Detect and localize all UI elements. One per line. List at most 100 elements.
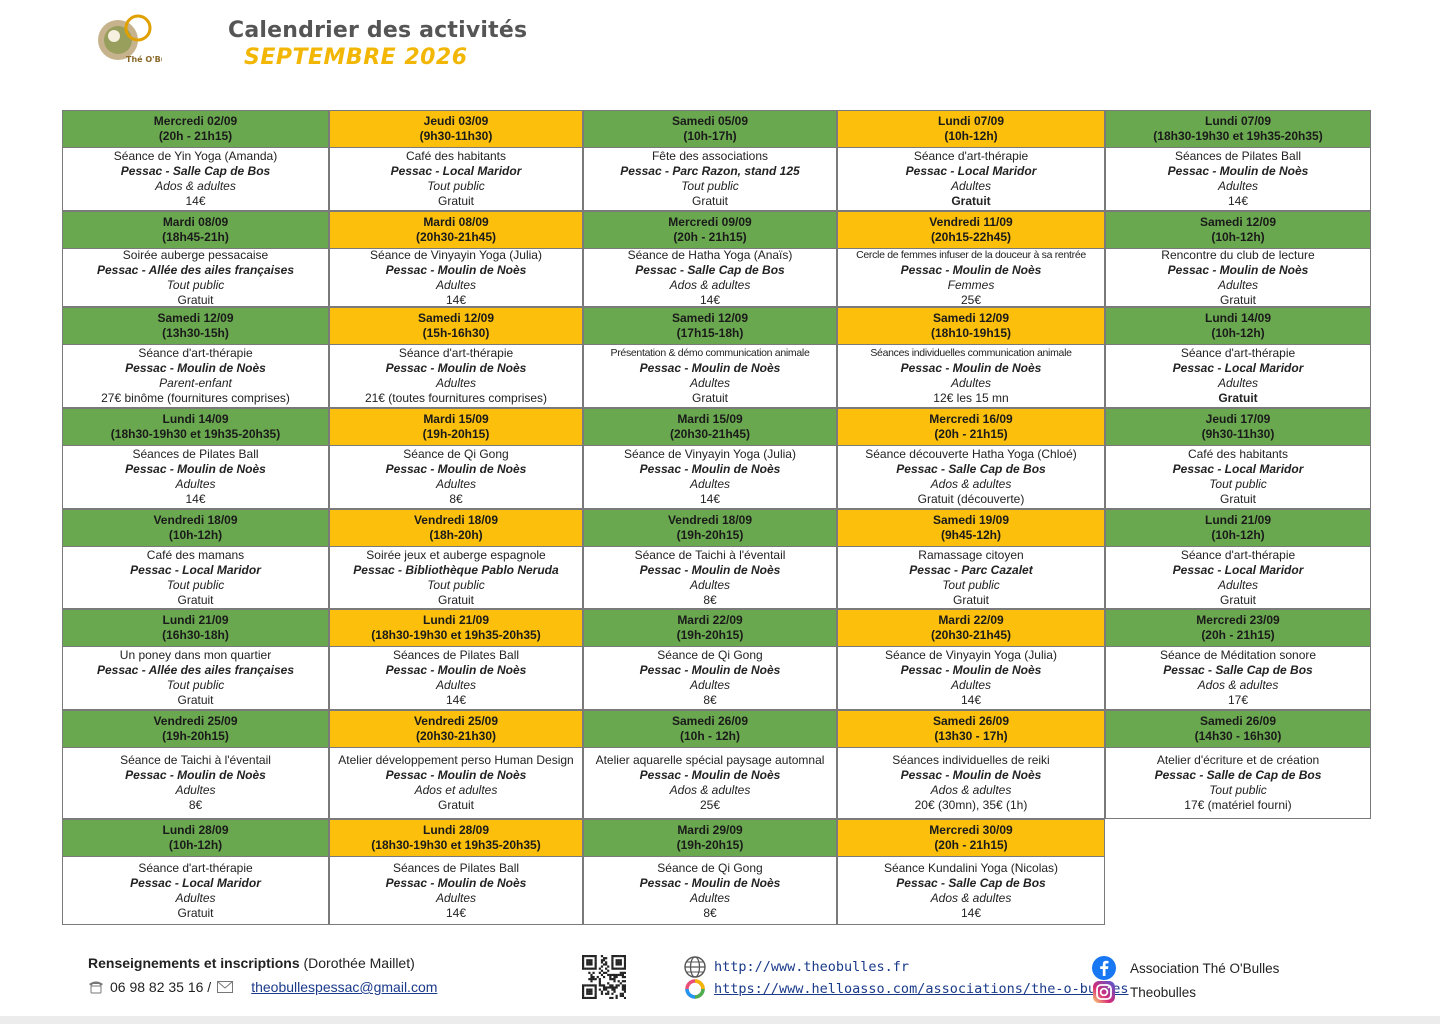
event-day: Lundi 21/09 bbox=[1204, 513, 1272, 527]
event-header: Mardi 08/09 (18h45-21h) bbox=[62, 211, 329, 249]
event-audience: Tout public bbox=[1209, 477, 1267, 491]
event-header: Lundi 14/09 (10h-12h) bbox=[1105, 307, 1371, 345]
event-audience: Adultes bbox=[435, 890, 477, 905]
event-price: 25€ bbox=[699, 798, 721, 812]
event-title: Séance d'art-thérapie bbox=[398, 346, 514, 360]
event-location: Pessac - Local Maridor bbox=[130, 875, 261, 890]
event-audience: Adultes bbox=[1217, 277, 1259, 292]
event-header: Mardi 15/09 (19h-20h15) bbox=[329, 408, 583, 446]
event-audience: Adultes bbox=[175, 783, 216, 797]
event-time: (10h-12h) bbox=[1211, 528, 1265, 542]
event-price: Gratuit bbox=[691, 391, 728, 405]
event-audience: Tout public bbox=[166, 577, 225, 592]
event-time: (13h30-15h) bbox=[162, 326, 229, 340]
event-time: (9h30-11h30) bbox=[1201, 427, 1275, 441]
event-title: Séance Kundalini Yoga (Nicolas) bbox=[883, 860, 1059, 875]
event-location: Pessac - Moulin de Noès bbox=[385, 462, 527, 476]
event-location: Pessac - Moulin de Noès bbox=[900, 768, 1042, 782]
event-title: Séance de Vinyayin Yoga (Julia) bbox=[370, 248, 542, 262]
event-audience: Adultes bbox=[435, 477, 477, 491]
website-link[interactable]: http://www.theobulles.fr bbox=[714, 959, 910, 975]
helloasso-link[interactable]: https://www.helloasso.com/associations/t… bbox=[714, 981, 1129, 997]
event-header: Lundi 21/09 (10h-12h) bbox=[1105, 509, 1371, 547]
page-title: Calendrier des activités bbox=[228, 18, 528, 43]
instagram-name[interactable]: Theobulles bbox=[1130, 984, 1197, 1000]
event-audience: Adultes bbox=[435, 678, 477, 692]
event-time: (9h45-12h) bbox=[940, 528, 1002, 542]
event-details: Café des habitants Pessac - Local Maridor… bbox=[329, 147, 583, 211]
event-audience: Tout public bbox=[166, 678, 225, 692]
event-title: Séances de Pilates Ball bbox=[392, 648, 520, 662]
event-header: Mardi 22/09 (19h-20h15) bbox=[583, 609, 837, 647]
event-price: 27€ binôme (fournitures comprises) bbox=[101, 391, 290, 405]
event-location: Pessac - Allée des ailes françaises bbox=[96, 262, 294, 277]
event-location: Pessac - Moulin de Noès bbox=[900, 262, 1042, 277]
logo: Thé O'Bulles bbox=[96, 10, 182, 72]
event-audience: Tout public bbox=[942, 577, 1000, 592]
event-price: 17€ (matériel fourni) bbox=[1184, 798, 1292, 812]
event-price: Gratuit bbox=[1219, 592, 1256, 607]
event-day: Vendredi 18/09 bbox=[413, 513, 499, 527]
event-location: Pessac - Local Maridor bbox=[1172, 562, 1304, 577]
event-location: Pessac - Local Maridor bbox=[390, 164, 522, 178]
event-title: Un poney dans mon quartier bbox=[119, 648, 272, 662]
event-title: Séance de Taichi à l'éventail bbox=[634, 547, 786, 562]
event-time: (10h-12h) bbox=[168, 838, 223, 852]
event-price: 14€ bbox=[960, 693, 982, 707]
event-day: Vendredi 11/09 bbox=[929, 215, 1013, 229]
event-price: 14€ bbox=[699, 292, 721, 307]
event-price: 14€ bbox=[445, 905, 467, 920]
event-details: Café des mamans Pessac - Local Maridor Tou… bbox=[62, 546, 329, 609]
event-time: (19h-20h15) bbox=[676, 628, 744, 642]
event-audience: Adultes bbox=[689, 678, 731, 692]
event-location: Pessac - Local Maridor bbox=[1172, 462, 1304, 476]
event-details: Séances individuelles de reiki Pessac - M… bbox=[837, 747, 1105, 819]
event-location: Pessac - Allée des ailes françaises bbox=[96, 663, 294, 677]
event-audience: Adultes bbox=[950, 376, 992, 390]
event-time: (19h-20h15) bbox=[676, 528, 744, 542]
event-details: Séances de Pilates Ball Pessac - Moulin d… bbox=[1105, 147, 1371, 211]
event-location: Pessac - Salle Cap de Bos bbox=[635, 262, 785, 277]
event-location: Pessac - Moulin de Noès bbox=[1167, 164, 1309, 178]
event-price: Gratuit bbox=[691, 194, 728, 208]
event-day: Samedi 12/09 bbox=[1199, 215, 1277, 229]
event-title: Séance d'art-thérapie bbox=[913, 149, 1029, 163]
facebook-name[interactable]: Association Thé O'Bulles bbox=[1130, 960, 1280, 976]
bottom-band bbox=[0, 1016, 1440, 1024]
event-day: Mardi 08/09 bbox=[162, 215, 229, 229]
event-audience: Ados & adultes bbox=[930, 783, 1012, 797]
event-price: 8€ bbox=[188, 798, 203, 812]
event-details: Séance d'art-thérapie Pessac - Local Mari… bbox=[1105, 546, 1371, 609]
event-details: Séance de Qi Gong Pessac - Moulin de Noès… bbox=[583, 646, 837, 710]
contact-line: Renseignements et inscriptions (Dorothée… bbox=[88, 955, 437, 971]
event-header: Mardi 22/09 (20h30-21h45) bbox=[837, 609, 1105, 647]
event-audience: Adultes bbox=[175, 890, 216, 905]
event-price: Gratuit bbox=[951, 194, 991, 208]
event-day: Lundi 28/09 bbox=[162, 823, 229, 837]
event-day: Mardi 15/09 bbox=[677, 412, 743, 426]
event-header: Samedi 26/09 (14h30 - 16h30) bbox=[1105, 710, 1371, 748]
event-price: 14€ bbox=[445, 693, 467, 707]
phone-number: 06 98 82 35 16 / bbox=[110, 979, 212, 995]
event-time: (10h-12h) bbox=[1211, 326, 1265, 340]
event-location: Pessac - Moulin de Noès bbox=[385, 875, 527, 890]
event-header: Vendredi 25/09 (19h-20h15) bbox=[62, 710, 329, 748]
event-day: Samedi 19/09 bbox=[932, 513, 1010, 527]
event-details: Atelier d'écriture et de création Pessac … bbox=[1105, 747, 1371, 819]
helloasso-icon bbox=[685, 979, 705, 999]
event-price: Gratuit bbox=[177, 292, 214, 307]
event-day: Jeudi 17/09 bbox=[1205, 412, 1271, 426]
event-title: Séances de Pilates Ball bbox=[392, 860, 520, 875]
event-price: 25€ bbox=[960, 292, 982, 307]
event-day: Mercredi 23/09 bbox=[1196, 613, 1280, 627]
event-price: 8€ bbox=[703, 693, 717, 707]
event-audience: Adultes bbox=[950, 179, 992, 193]
event-details: Séances de Pilates Ball Pessac - Moulin d… bbox=[329, 646, 583, 710]
email-link[interactable]: theobullespessac@gmail.com bbox=[251, 979, 438, 995]
event-audience: Ados & adultes bbox=[155, 179, 236, 193]
event-time: (20h15-22h45) bbox=[930, 230, 1012, 244]
event-title: Rencontre du club de lecture bbox=[1161, 248, 1315, 262]
helloasso-row: https://www.helloasso.com/associations/t… bbox=[684, 978, 1129, 1000]
contact-block: Renseignements et inscriptions (Dorothée… bbox=[88, 955, 437, 995]
event-title: Séances individuelles de reiki bbox=[892, 753, 1050, 767]
